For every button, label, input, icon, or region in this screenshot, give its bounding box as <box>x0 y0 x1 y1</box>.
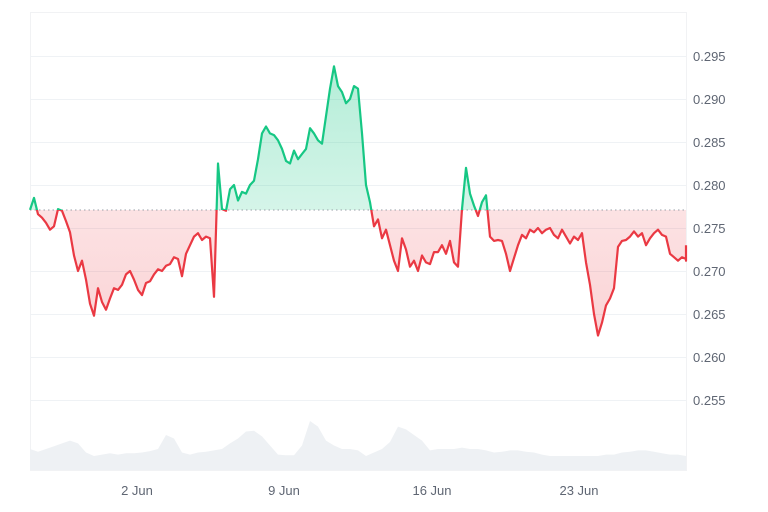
y-tick-label: 0.255 <box>693 393 726 408</box>
y-tick-label: 0.265 <box>693 307 726 322</box>
y-tick-label: 0.285 <box>693 135 726 150</box>
y-tick-label: 0.295 <box>693 49 726 64</box>
x-tick-label: 23 Jun <box>559 483 598 498</box>
y-tick-label: 0.280 <box>693 178 726 193</box>
x-tick-label: 16 Jun <box>412 483 451 498</box>
x-axis-labels: 2 Jun 9 Jun 16 Jun 23 Jun <box>121 483 598 498</box>
volume-area <box>30 421 686 470</box>
grid-lines <box>30 56 686 401</box>
y-tick-label: 0.260 <box>693 350 726 365</box>
price-fill-areas <box>30 66 686 336</box>
x-tick-label: 9 Jun <box>268 483 300 498</box>
y-tick-label: 0.290 <box>693 92 726 107</box>
price-line-below[interactable] <box>30 66 688 337</box>
y-tick-label: 0.270 <box>693 264 726 279</box>
price-line[interactable] <box>28 65 688 337</box>
y-tick-label: 0.275 <box>693 221 726 236</box>
price-line-above[interactable] <box>28 65 686 335</box>
x-tick-label: 2 Jun <box>121 483 153 498</box>
y-axis-labels: 0.295 0.290 0.285 0.280 0.275 0.270 0.265 0.260… <box>693 49 726 408</box>
